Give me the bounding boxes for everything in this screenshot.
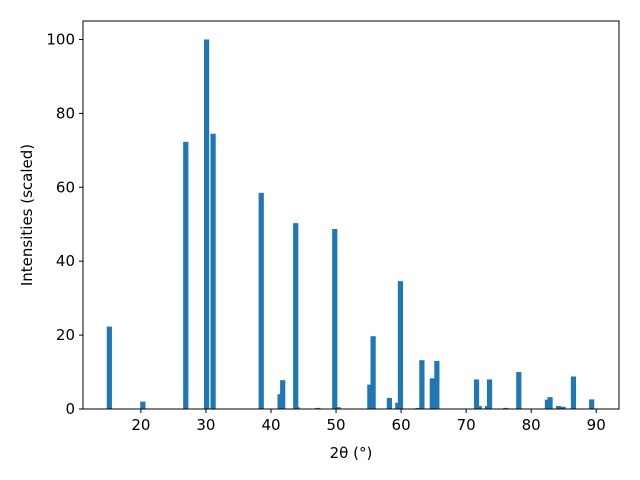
bar: [547, 397, 553, 409]
bar: [335, 407, 341, 409]
bar: [106, 326, 112, 409]
bar: [503, 407, 509, 409]
bar: [183, 141, 189, 409]
x-tick-label: 40: [261, 416, 280, 434]
bar: [367, 384, 373, 409]
x-tick-label: 30: [196, 416, 215, 434]
bar: [473, 379, 480, 409]
plot-frame: [82, 20, 620, 410]
y-axis-label: Intensities (scaled): [18, 144, 36, 286]
x-tick-label: 90: [587, 416, 606, 434]
bar: [434, 360, 440, 409]
bar: [589, 399, 595, 409]
bar: [555, 406, 562, 409]
y-tick-label: 60: [56, 178, 75, 196]
bar: [258, 192, 264, 409]
x-tick-label: 60: [392, 416, 411, 434]
y-tick-label: 100: [46, 30, 75, 48]
y-tick-label: 80: [56, 104, 75, 122]
bar: [415, 407, 421, 409]
y-tick-label: 0: [65, 400, 75, 418]
bar: [210, 133, 216, 409]
y-tick-label: 20: [56, 326, 75, 344]
bar: [429, 378, 435, 409]
bar: [140, 401, 146, 409]
x-axis-label: 2θ (°): [330, 444, 373, 462]
bar: [370, 336, 376, 409]
bar: [516, 372, 522, 409]
y-tick-label: 40: [56, 252, 75, 270]
bar: [332, 229, 338, 409]
x-tick-label: 50: [326, 416, 345, 434]
bar: [294, 407, 300, 409]
bar: [476, 406, 482, 409]
bar: [315, 407, 321, 409]
bar: [280, 380, 286, 409]
bar: [293, 223, 299, 409]
x-tick-label: 80: [522, 416, 541, 434]
bar: [386, 397, 392, 409]
x-tick-label: 20: [131, 416, 150, 434]
bar: [486, 379, 493, 409]
bar: [397, 281, 404, 409]
bar: [419, 360, 425, 409]
x-tick-label: 70: [457, 416, 476, 434]
bar: [570, 376, 577, 409]
bar: [203, 39, 210, 409]
bar: [560, 406, 566, 409]
